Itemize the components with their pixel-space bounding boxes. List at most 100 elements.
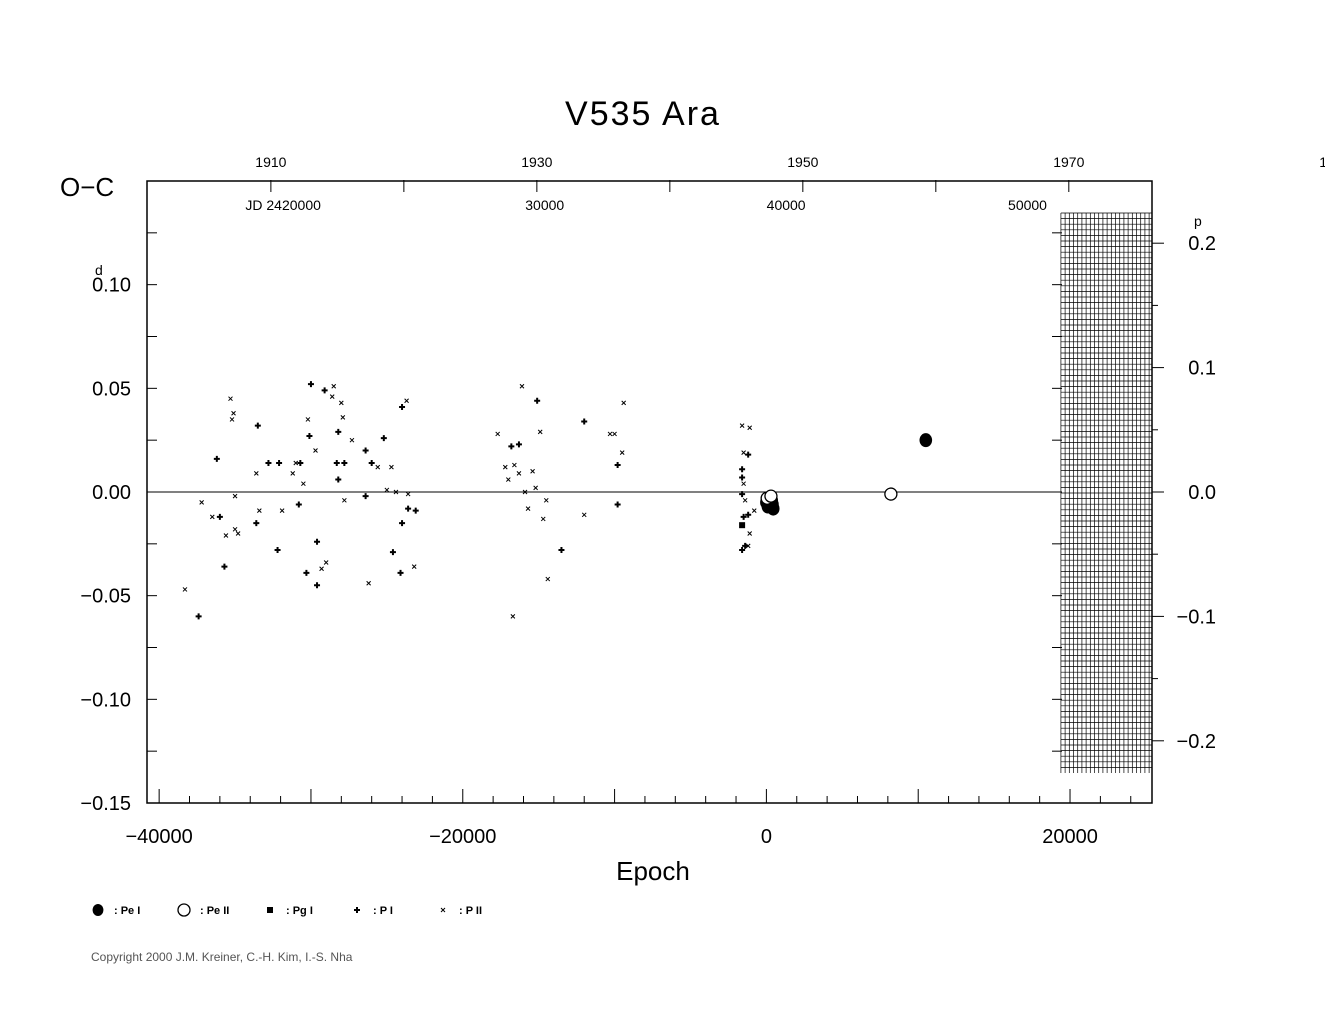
data-point (614, 462, 621, 469)
y-axis-label: O−C (60, 172, 114, 202)
legend-marker (267, 907, 273, 913)
data-point (303, 569, 310, 576)
data-point (295, 501, 302, 508)
data-point (338, 400, 344, 406)
data-point (199, 500, 205, 505)
data-point (221, 563, 228, 570)
data-point (884, 487, 898, 501)
data-point (545, 576, 551, 582)
data-point (399, 403, 406, 410)
data-point (558, 547, 565, 554)
data-point (265, 459, 272, 466)
legend-marker (92, 904, 104, 916)
data-point (305, 417, 311, 422)
legend-label: : P II (459, 905, 482, 917)
legend-label: : Pg I (286, 905, 313, 917)
data-point (340, 415, 346, 420)
y2-tick-label: 0.2 (1188, 233, 1216, 255)
data-point (919, 433, 933, 448)
jd-tick-label: JD 2420000 (245, 197, 321, 213)
data-point (745, 511, 752, 518)
data-point (366, 580, 372, 586)
data-point (581, 512, 587, 518)
data-point (256, 508, 262, 514)
data-point (739, 474, 746, 481)
y-tick-label: −0.05 (80, 586, 131, 608)
data-point (510, 614, 516, 619)
x-tick-label: −20000 (429, 826, 496, 848)
y-tick-label: 0.10 (92, 275, 131, 297)
data-point (297, 459, 304, 466)
data-point (751, 508, 757, 514)
y2-tick-label: −0.1 (1177, 606, 1216, 628)
data-point (341, 459, 348, 466)
data-point (540, 516, 546, 522)
y2-tick-label: 0.1 (1188, 358, 1216, 380)
data-point (739, 466, 746, 473)
data-point (216, 513, 223, 520)
data-point (739, 423, 745, 429)
data-point (235, 531, 241, 536)
x-tick-label: 20000 (1042, 826, 1098, 848)
data-point (293, 460, 299, 466)
data-point (231, 410, 236, 416)
data-point (519, 383, 525, 389)
data-point (323, 560, 329, 565)
data-point (333, 459, 340, 466)
data-point (741, 481, 746, 487)
data-point (522, 489, 528, 495)
data-point (747, 531, 753, 536)
data-point (742, 542, 749, 549)
y2-tick-label: 0.0 (1188, 482, 1216, 504)
data-point (533, 485, 538, 491)
data-point (274, 547, 281, 554)
data-point (321, 387, 328, 394)
data-point (607, 431, 613, 437)
copyright-text: Copyright 2000 J.M. Kreiner, C.-H. Kim, … (91, 950, 353, 964)
data-point (530, 468, 535, 474)
data-point (764, 489, 778, 503)
data-point (543, 497, 549, 503)
data-point (393, 489, 399, 495)
data-point (195, 613, 202, 620)
data-point (182, 587, 188, 592)
data-point (254, 422, 261, 429)
data-point (368, 459, 375, 466)
data-point (335, 428, 342, 435)
hatched-region (1060, 212, 1152, 773)
data-point (362, 447, 369, 454)
legend-label: : P I (373, 905, 393, 917)
data-point (502, 464, 508, 470)
legend-label: : Pe I (114, 905, 140, 917)
data-point (740, 513, 747, 520)
legend-marker (354, 907, 360, 913)
data-point (739, 491, 746, 498)
data-point (399, 520, 406, 527)
data-point (232, 493, 238, 499)
y-tick-label: 0.00 (92, 482, 131, 504)
legend-label: : Pe II (200, 905, 229, 917)
data-point (253, 470, 259, 476)
data-point (301, 481, 306, 487)
data-point (279, 508, 285, 514)
y-tick-label: −0.15 (80, 793, 131, 815)
y2-unit-label: p (1194, 213, 1202, 229)
data-point (384, 487, 390, 493)
data-point (276, 459, 283, 466)
data-point (349, 437, 355, 443)
data-point (362, 493, 369, 500)
jd-tick-label: 30000 (525, 197, 564, 213)
data-point (745, 451, 752, 458)
y-tick-label: 0.05 (92, 378, 131, 400)
x-tick-label: 0 (761, 826, 772, 848)
data-point (512, 462, 517, 468)
data-point (495, 431, 501, 437)
data-point (209, 514, 215, 520)
data-point (213, 455, 220, 462)
data-point (389, 549, 396, 556)
y2-tick-label: −0.2 (1177, 731, 1216, 753)
data-point (314, 538, 321, 545)
data-point (397, 569, 404, 576)
data-point (766, 501, 780, 516)
